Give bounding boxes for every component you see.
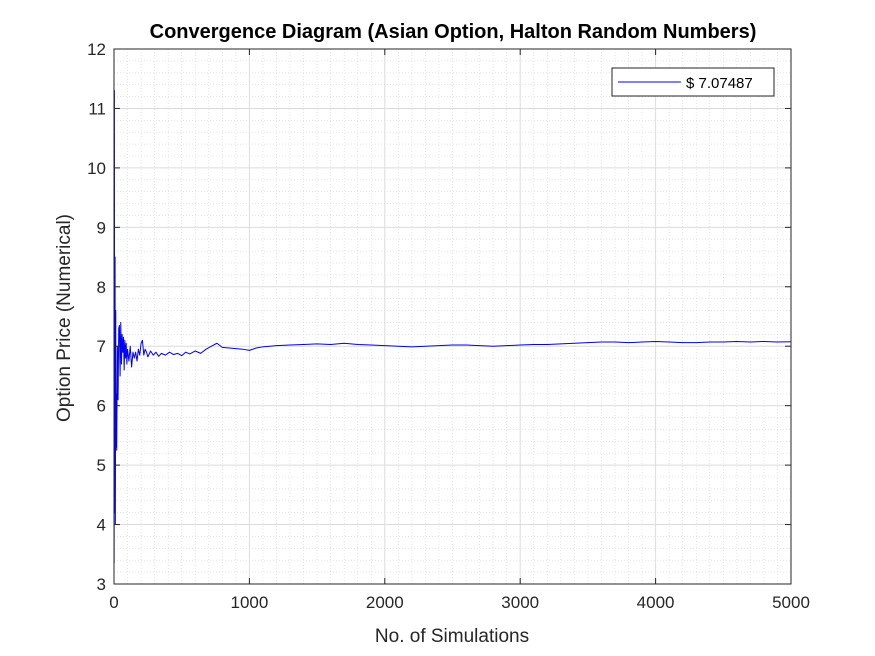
legend-entry-label: $ 7.07487 [686,75,753,92]
legend: $ 7.07487 [611,67,775,97]
x-axis-label: No. of Simulations [375,626,529,647]
y-tick-label: 8 [97,278,106,297]
y-tick-label: 10 [87,159,106,178]
x-tick-label: 5000 [772,593,810,612]
y-tick-label: 9 [97,218,106,237]
y-tick-label: 7 [97,337,106,356]
series-line [113,90,792,564]
axes-box [113,48,792,585]
y-tick-label: 3 [97,575,106,594]
y-tick-label: 6 [97,397,106,416]
y-tick-label: 5 [97,456,106,475]
grid [113,48,792,585]
chart-title: Convergence Diagram (Asian Option, Halto… [150,21,757,43]
x-tick-label: 0 [109,593,118,612]
y-tick-label: 12 [87,40,106,59]
y-tick-label: 4 [97,516,106,535]
axis-ticks: 0 1000 2000 3000 4000 5000 3 4 5 6 7 8 9 10 11 12 [87,40,810,612]
x-tick-label: 1000 [230,593,268,612]
y-tick-label: 11 [88,99,106,118]
plot-area [113,90,792,564]
x-tick-label: 2000 [366,593,404,612]
x-tick-label: 3000 [501,593,539,612]
y-axis-label: Option Price (Numerical) [54,214,75,422]
x-tick-label: 4000 [637,593,675,612]
